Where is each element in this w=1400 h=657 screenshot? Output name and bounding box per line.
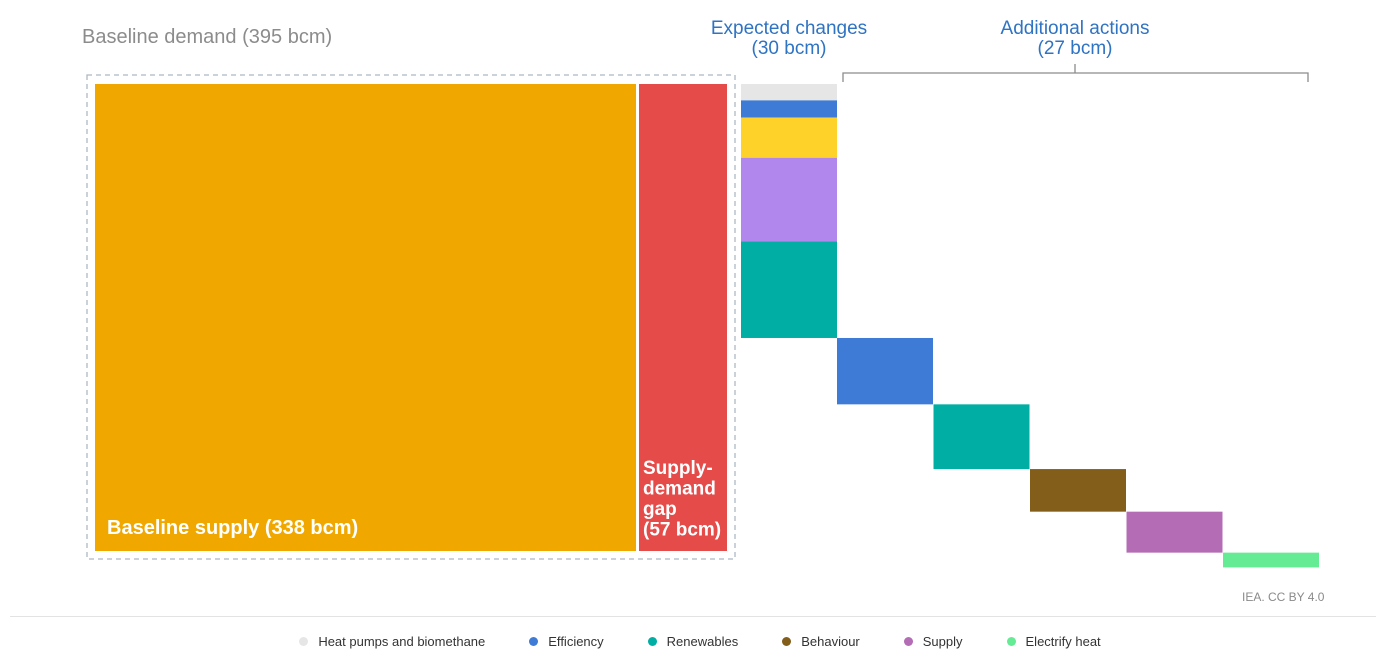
additional-action-step: [1126, 511, 1223, 553]
legend-label: Renewables: [666, 633, 739, 649]
legend-swatch: [782, 636, 792, 646]
additional-action-step: [933, 404, 1030, 470]
expected-change-segment: [741, 241, 837, 338]
baseline-supply-label: Baseline supply (338 bcm): [107, 517, 358, 539]
additional-actions-title: Additional actions: [1001, 18, 1150, 39]
legend-item-behaviour[interactable]: Behaviour: [782, 634, 860, 649]
legend-label: Supply: [922, 633, 963, 649]
expected-change-segment: [741, 117, 837, 158]
additional-action-step: [1223, 552, 1319, 568]
legend-label: Electrify heat: [1025, 633, 1101, 649]
chart-canvas: Baseline demand (395 bcm) Baseline supply…: [82, 18, 1319, 568]
legend-swatch: [529, 636, 539, 646]
supply-demand-gap-bar: [639, 84, 727, 551]
legend-swatch: [903, 636, 913, 646]
additional-action-step: [1030, 469, 1126, 512]
legend-swatch: [299, 636, 309, 646]
expected-changes-title: (30 bcm): [752, 38, 827, 59]
expected-change-segment: [741, 100, 837, 118]
legend-item-electrify-heat[interactable]: Electrify heat: [1006, 633, 1101, 649]
additional-action-step: [837, 337, 933, 405]
credit-text: IEA. CC BY 4.0: [1242, 590, 1325, 604]
legend-label: Efficiency: [548, 633, 604, 649]
legend-item-efficiency[interactable]: Efficiency: [529, 633, 604, 649]
baseline-demand-box: [86, 74, 736, 560]
legend-label: Heat pumps and biomethane: [318, 633, 486, 649]
gap-label-line: demand: [643, 479, 716, 500]
expected-changes-title: Expected changes: [711, 18, 867, 39]
additional-actions-bracket: [842, 64, 1309, 82]
legend-swatch: [1006, 636, 1016, 646]
baseline-supply-bar: [95, 84, 636, 551]
additional-actions-title: (27 bcm): [1038, 38, 1113, 59]
gap-label-line: gap: [643, 499, 677, 520]
legend-item-supply[interactable]: Supply: [903, 633, 963, 649]
baseline-demand-label: Baseline demand (395 bcm): [82, 26, 332, 48]
legend-item-renewables[interactable]: Renewables: [647, 633, 739, 649]
gap-label-line: Supply-: [643, 458, 713, 479]
legend-label: Behaviour: [801, 633, 860, 649]
gap-label-line: (57 bcm): [643, 520, 721, 541]
legend: Heat pumps and biomethane Efficiency Ren…: [0, 629, 1400, 653]
legend-swatch: [647, 636, 657, 646]
expected-change-segment: [741, 157, 837, 242]
expected-change-segment: [741, 84, 837, 101]
legend-item-heat-pumps[interactable]: Heat pumps and biomethane: [299, 634, 485, 649]
divider: [10, 616, 1376, 617]
